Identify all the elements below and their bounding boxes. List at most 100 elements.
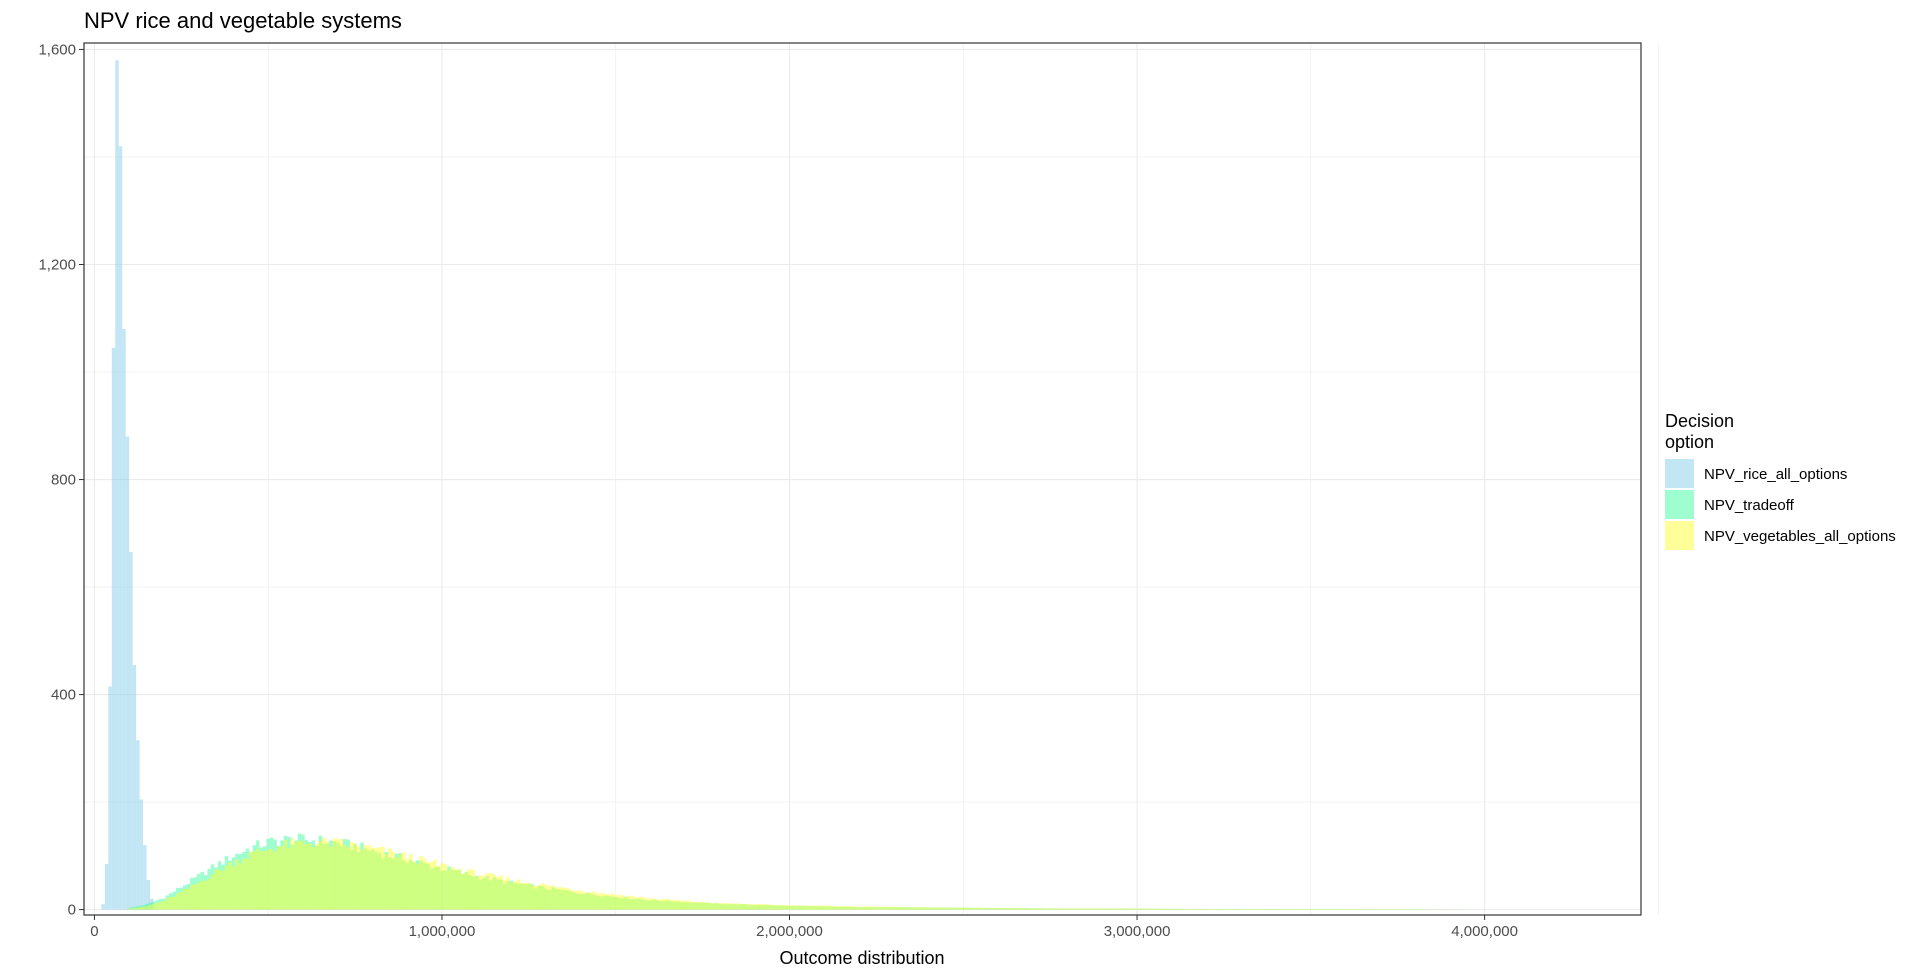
histogram-bar (419, 856, 423, 910)
histogram-bar (1232, 909, 1237, 910)
x-tick-label: 2,000,000 (756, 923, 823, 940)
histogram-bar (190, 884, 194, 910)
histogram-bar (1076, 908, 1080, 910)
histogram-bar (982, 907, 986, 910)
histogram-bar (996, 908, 1000, 910)
histogram-bar (999, 908, 1004, 910)
histogram-bar (780, 905, 785, 910)
histogram-bar (1250, 909, 1254, 910)
histogram-bar (1298, 909, 1303, 910)
histogram-bar (329, 846, 333, 910)
histogram-bar (523, 883, 528, 910)
histogram-bar (342, 844, 347, 910)
histogram-bar (947, 907, 952, 910)
histogram-bar (1246, 909, 1251, 910)
histogram-bar (912, 907, 917, 910)
histogram-bar (860, 906, 865, 910)
histogram-bar (985, 908, 990, 910)
histogram-bar (231, 866, 236, 910)
histogram-bar (846, 906, 851, 910)
histogram-bar (377, 847, 382, 910)
histogram-bar (843, 905, 847, 910)
histogram-bar (398, 854, 403, 910)
histogram-bar (1010, 907, 1014, 910)
histogram-bar (645, 898, 649, 910)
histogram-bar (1183, 908, 1188, 910)
histogram-bar (541, 883, 545, 910)
histogram-bar (276, 846, 281, 910)
histogram-bar (978, 907, 983, 910)
histogram-bar (1142, 908, 1146, 910)
y-tick-label: 1,600 (38, 41, 76, 58)
histogram-bar (1253, 909, 1257, 910)
histogram-bar (1208, 909, 1212, 910)
histogram-bar (951, 907, 955, 910)
histogram-bar (1034, 908, 1039, 910)
histogram-bar (294, 842, 298, 910)
histogram-bar (1329, 909, 1334, 910)
histogram-bar (968, 907, 972, 910)
histogram-bar (235, 859, 239, 910)
histogram-bar (1138, 908, 1143, 910)
histogram-bar (1017, 908, 1021, 910)
histogram-bar (1003, 907, 1007, 910)
histogram-bar (426, 862, 430, 910)
legend-swatch (1665, 521, 1694, 550)
histogram-bar (304, 844, 309, 910)
histogram-bar (1312, 909, 1317, 910)
histogram-bar (627, 895, 632, 910)
histogram-bar (405, 859, 409, 910)
histogram-bar (262, 850, 267, 910)
histogram-bar (905, 907, 910, 910)
histogram-bar (572, 890, 576, 910)
histogram-bar (1159, 908, 1164, 910)
histogram-bar (280, 845, 284, 910)
histogram-bar (1166, 908, 1171, 910)
histogram-bar (857, 906, 861, 910)
histogram-bar (777, 904, 781, 910)
histogram-bar (916, 907, 920, 910)
histogram-bar (836, 906, 840, 910)
histogram-bar (1031, 908, 1035, 910)
histogram-bar (617, 894, 621, 910)
histogram-bar (551, 885, 555, 910)
histogram-bar (596, 893, 601, 910)
histogram-bar (196, 882, 201, 910)
histogram-bar (735, 903, 740, 910)
histogram-bar (118, 146, 123, 910)
histogram-bar (214, 869, 218, 910)
histogram-bar (704, 902, 708, 910)
histogram-bar (1086, 908, 1091, 910)
histogram-bar (242, 858, 246, 910)
histogram-bar (1121, 908, 1125, 910)
histogram-bar (1215, 909, 1219, 910)
legend-swatch (1665, 490, 1694, 519)
histogram-bar (461, 873, 465, 910)
histogram-bar (169, 896, 173, 910)
histogram-bar (680, 900, 684, 910)
histogram-bar (742, 903, 747, 910)
histogram-bar (367, 845, 371, 910)
histogram-bar (134, 907, 138, 910)
histogram-bar (137, 907, 142, 910)
histogram-bar (1316, 909, 1320, 910)
histogram-bar (488, 873, 493, 910)
histogram-bar (1180, 908, 1184, 910)
histogram-bar (1013, 908, 1018, 910)
histogram-bar (1051, 908, 1056, 910)
y-axis: 0 400 800 1,200 1,600 (38, 41, 84, 919)
histogram-bar (850, 906, 854, 910)
histogram-bar (301, 841, 305, 910)
histogram-bar (381, 846, 385, 910)
histogram-bar (162, 901, 166, 910)
histogram-bar (384, 853, 389, 910)
legend-title: Decision option (1665, 411, 1734, 452)
histogram-bar (1211, 909, 1216, 910)
histogram-bar (457, 868, 462, 910)
histogram-bar (1194, 909, 1198, 910)
histogram-bar (391, 851, 396, 910)
histogram-bar (1173, 908, 1178, 910)
histogram-bar (1100, 908, 1105, 910)
histogram-bar (718, 903, 722, 910)
